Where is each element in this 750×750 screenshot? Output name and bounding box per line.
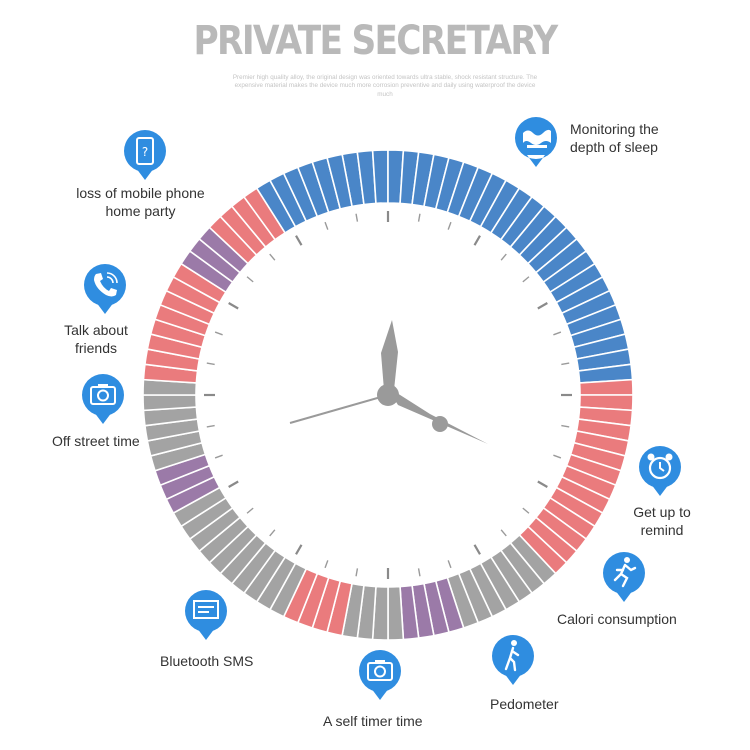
hour-tick [537, 302, 548, 310]
minute-tick [561, 424, 570, 428]
minute-tick [417, 568, 421, 577]
ring-segment [326, 153, 353, 211]
page-title: PRIVATE SECRETARY [193, 18, 559, 64]
hour-tick [295, 544, 303, 555]
minute-tick [324, 221, 329, 230]
minute-tick [269, 253, 276, 261]
minute-tick [246, 507, 254, 514]
color-ring [142, 149, 634, 641]
hour-hand-body [381, 352, 398, 390]
minute-tick [447, 221, 452, 230]
label-sleep: Monitoring the depth of sleep [570, 121, 659, 155]
second-hand [289, 394, 389, 424]
alarm-clock-icon [639, 446, 681, 496]
ring-segment [142, 394, 198, 412]
hour-tick [228, 480, 239, 488]
minute-tick [214, 454, 223, 459]
hour-tick [537, 480, 548, 488]
minute-tick [355, 568, 359, 577]
label-timer: A self timer time [323, 713, 423, 729]
walking-icon [492, 635, 534, 685]
label-calori: Calori consumption [557, 611, 677, 627]
label-bluetooth: Bluetooth SMS [160, 653, 254, 669]
minute-tick [214, 331, 223, 336]
hour-tick [295, 235, 303, 246]
minute-tick [206, 424, 215, 428]
ring-segment [371, 149, 389, 205]
minute-tick [522, 507, 530, 514]
minute-tick [553, 331, 562, 336]
camera-icon [359, 650, 401, 700]
hour-hand [381, 320, 398, 356]
minute-tick [500, 253, 507, 261]
label-street: Off street time [52, 433, 140, 449]
svg-text:?: ? [142, 145, 148, 159]
hour-tick [473, 544, 481, 555]
minute-tick [500, 529, 507, 537]
phone-call-icon [84, 264, 126, 314]
minute-tick [522, 276, 530, 283]
minute-hand-knob [432, 416, 448, 432]
camera-icon [82, 374, 124, 424]
center-pin [377, 384, 399, 406]
minute-tick [355, 213, 359, 222]
minute-tick [553, 454, 562, 459]
phone-question-icon: ? [124, 130, 166, 180]
hour-ticks [204, 211, 572, 579]
ring-segment [387, 585, 405, 641]
hour-tick [228, 302, 239, 310]
label-getup: Get up to remind [633, 504, 691, 538]
minute-tick [561, 362, 570, 366]
clock-hands [289, 320, 488, 444]
page-subtitle: Premier high quality alloy, the original… [232, 74, 538, 98]
running-icon [603, 552, 645, 602]
minute-tick [269, 529, 276, 537]
ring-segment [578, 378, 634, 396]
hour-tick [473, 235, 481, 246]
label-loss: loss of mobile phone home party [76, 185, 205, 219]
minute-tick [246, 276, 254, 283]
minute-tick [447, 560, 452, 569]
label-pedometer: Pedometer [490, 696, 559, 712]
label-talk: Talk about friends [64, 322, 128, 356]
minute-tick [417, 213, 421, 222]
sleep-wave-icon [515, 117, 557, 167]
minute-tick [206, 362, 215, 366]
message-icon [185, 590, 227, 640]
minute-tick [324, 560, 329, 569]
